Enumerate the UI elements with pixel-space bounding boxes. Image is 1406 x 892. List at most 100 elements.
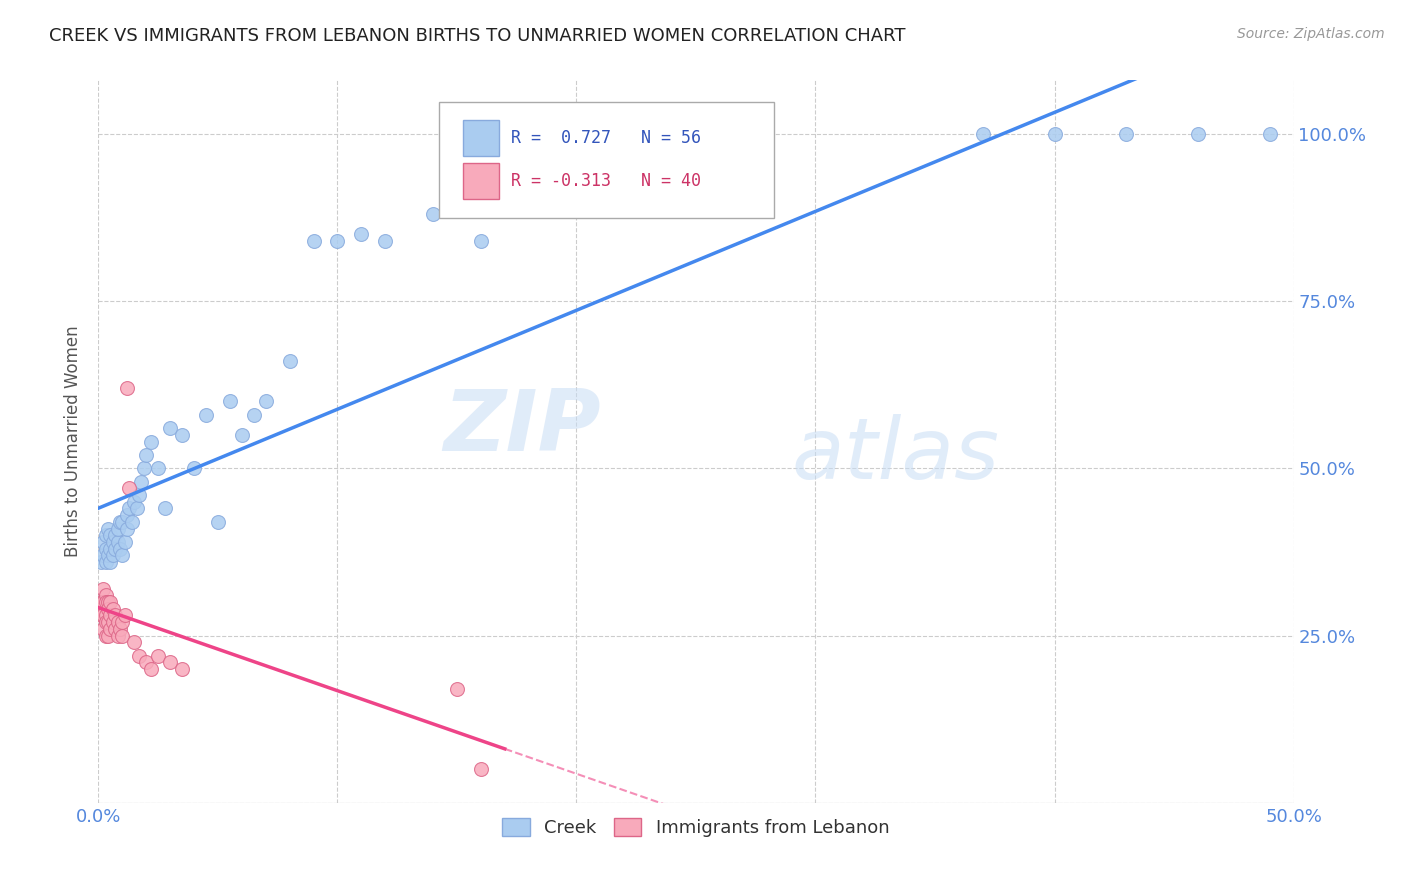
FancyBboxPatch shape bbox=[463, 120, 499, 156]
Point bbox=[91, 622, 114, 636]
Point bbox=[90, 608, 112, 623]
Point bbox=[118, 482, 141, 496]
Point bbox=[91, 608, 114, 623]
Point bbox=[97, 595, 120, 609]
Point bbox=[91, 548, 114, 563]
Point bbox=[97, 628, 120, 642]
Point bbox=[326, 234, 349, 248]
Point bbox=[90, 555, 112, 569]
Point bbox=[254, 394, 277, 409]
Point bbox=[111, 628, 134, 642]
Point bbox=[124, 494, 146, 508]
Point bbox=[219, 394, 242, 409]
Point bbox=[195, 408, 218, 422]
Point bbox=[135, 655, 157, 669]
Point bbox=[118, 501, 141, 516]
Point bbox=[374, 234, 396, 248]
Point bbox=[231, 427, 253, 442]
Point bbox=[243, 408, 266, 422]
Point bbox=[98, 595, 122, 609]
Point bbox=[94, 628, 117, 642]
Point bbox=[97, 548, 120, 563]
Point bbox=[91, 595, 114, 609]
Point bbox=[183, 461, 205, 475]
Point bbox=[108, 515, 131, 529]
Point bbox=[107, 521, 129, 535]
Point bbox=[148, 461, 170, 475]
Point bbox=[90, 602, 112, 616]
Point bbox=[94, 589, 117, 603]
Point bbox=[107, 628, 129, 642]
Point bbox=[104, 622, 127, 636]
FancyBboxPatch shape bbox=[463, 163, 499, 200]
Point bbox=[1115, 127, 1137, 141]
Point bbox=[121, 515, 143, 529]
Point bbox=[128, 648, 150, 663]
Point bbox=[94, 595, 117, 609]
Point bbox=[108, 622, 131, 636]
Point bbox=[94, 541, 117, 556]
Point bbox=[132, 461, 155, 475]
Point bbox=[422, 207, 444, 221]
Point bbox=[207, 515, 229, 529]
Point bbox=[98, 555, 122, 569]
Point bbox=[91, 534, 114, 549]
Point bbox=[94, 528, 117, 542]
Point bbox=[135, 448, 157, 462]
Y-axis label: Births to Unmarried Women: Births to Unmarried Women bbox=[65, 326, 83, 558]
Point bbox=[139, 434, 162, 449]
Point bbox=[470, 762, 492, 776]
Point bbox=[124, 635, 146, 649]
Text: ZIP: ZIP bbox=[443, 385, 600, 468]
Point bbox=[159, 655, 181, 669]
FancyBboxPatch shape bbox=[439, 102, 773, 218]
Point bbox=[172, 427, 194, 442]
Text: CREEK VS IMMIGRANTS FROM LEBANON BIRTHS TO UNMARRIED WOMEN CORRELATION CHART: CREEK VS IMMIGRANTS FROM LEBANON BIRTHS … bbox=[49, 27, 905, 45]
Point bbox=[470, 234, 492, 248]
Text: atlas: atlas bbox=[792, 415, 1000, 498]
Point bbox=[104, 528, 127, 542]
Point bbox=[97, 521, 120, 535]
Point bbox=[350, 227, 373, 242]
Point bbox=[1187, 127, 1209, 141]
Point bbox=[114, 534, 136, 549]
Point bbox=[98, 541, 122, 556]
Point bbox=[1043, 127, 1066, 141]
Point bbox=[97, 602, 120, 616]
Point bbox=[115, 521, 138, 535]
Point bbox=[139, 662, 162, 676]
Point bbox=[114, 608, 136, 623]
Point bbox=[101, 615, 124, 630]
Point bbox=[94, 615, 117, 630]
Point bbox=[111, 615, 134, 630]
Point bbox=[128, 488, 150, 502]
Point bbox=[172, 662, 194, 676]
Point bbox=[104, 608, 127, 623]
Point bbox=[104, 541, 127, 556]
Legend: Creek, Immigrants from Lebanon: Creek, Immigrants from Lebanon bbox=[495, 811, 897, 845]
Point bbox=[101, 548, 124, 563]
Point bbox=[107, 615, 129, 630]
Point bbox=[148, 648, 170, 663]
Point bbox=[108, 541, 131, 556]
Point bbox=[446, 681, 468, 696]
Point bbox=[101, 602, 124, 616]
Point bbox=[155, 501, 177, 516]
Point bbox=[159, 421, 181, 435]
Point bbox=[90, 595, 112, 609]
Point bbox=[125, 501, 148, 516]
Point bbox=[94, 555, 117, 569]
Text: R = -0.313   N = 40: R = -0.313 N = 40 bbox=[510, 172, 700, 190]
Point bbox=[94, 608, 117, 623]
Point bbox=[111, 515, 134, 529]
Point bbox=[98, 528, 122, 542]
Point bbox=[972, 127, 994, 141]
Point bbox=[111, 548, 134, 563]
Point bbox=[107, 534, 129, 549]
Point bbox=[115, 508, 138, 523]
Text: Source: ZipAtlas.com: Source: ZipAtlas.com bbox=[1237, 27, 1385, 41]
Point bbox=[91, 582, 114, 596]
Point bbox=[1258, 127, 1281, 141]
Point bbox=[97, 615, 120, 630]
Point bbox=[278, 354, 301, 368]
